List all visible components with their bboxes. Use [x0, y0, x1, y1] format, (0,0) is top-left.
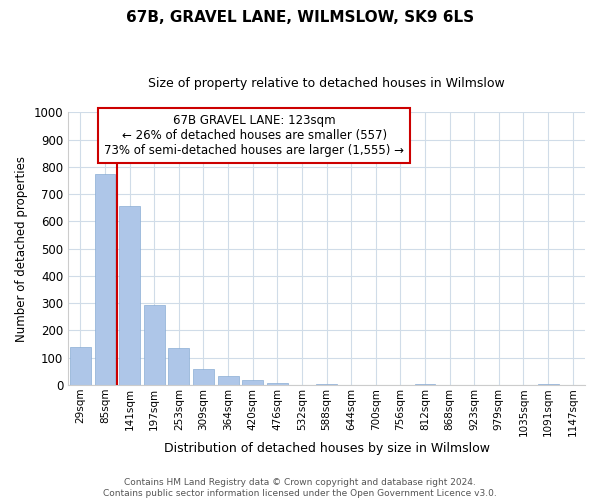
Bar — [95, 174, 115, 385]
Text: 67B GRAVEL LANE: 123sqm
← 26% of detached houses are smaller (557)
73% of semi-d: 67B GRAVEL LANE: 123sqm ← 26% of detache… — [104, 114, 404, 157]
X-axis label: Distribution of detached houses by size in Wilmslow: Distribution of detached houses by size … — [164, 442, 490, 455]
Title: Size of property relative to detached houses in Wilmslow: Size of property relative to detached ho… — [148, 78, 505, 90]
Bar — [316, 384, 337, 385]
Bar — [415, 384, 436, 385]
Bar — [144, 304, 164, 385]
Bar — [193, 370, 214, 385]
Y-axis label: Number of detached properties: Number of detached properties — [15, 156, 28, 342]
Bar — [218, 376, 239, 385]
Bar — [70, 347, 91, 385]
Bar — [119, 206, 140, 385]
Bar — [242, 380, 263, 385]
Bar — [169, 348, 189, 385]
Bar — [538, 384, 559, 385]
Text: 67B, GRAVEL LANE, WILMSLOW, SK9 6LS: 67B, GRAVEL LANE, WILMSLOW, SK9 6LS — [126, 10, 474, 25]
Text: Contains HM Land Registry data © Crown copyright and database right 2024.
Contai: Contains HM Land Registry data © Crown c… — [103, 478, 497, 498]
Bar — [267, 382, 288, 385]
